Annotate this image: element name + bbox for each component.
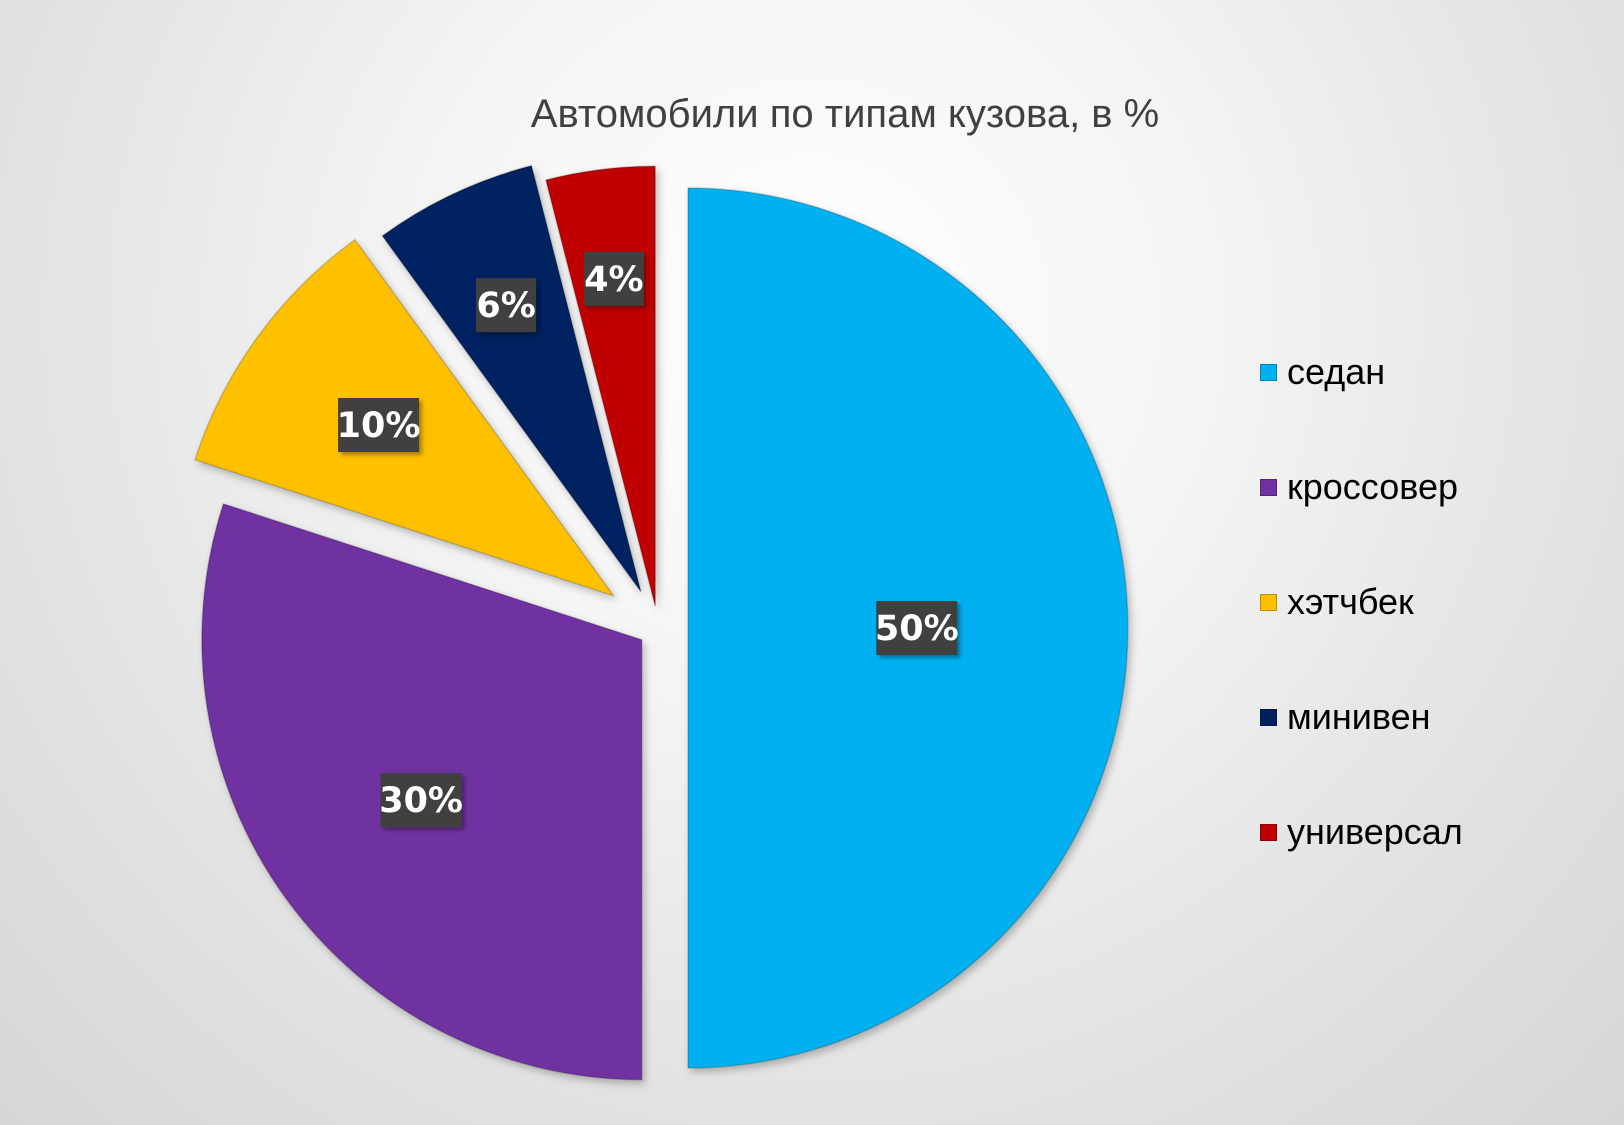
legend-swatch	[1260, 593, 1277, 611]
data-label-1: 50%	[875, 601, 959, 655]
data-label-5: 4%	[583, 251, 644, 306]
legend-item: кроссовер	[1260, 465, 1458, 509]
legend-item: седан	[1260, 350, 1385, 394]
legend-item: универсал	[1260, 810, 1463, 854]
legend-swatch	[1260, 708, 1277, 726]
data-label-box	[380, 773, 462, 828]
data-label-box	[876, 601, 958, 655]
pie-slices	[194, 164, 1129, 1081]
legend-label: хэтчбек	[1287, 581, 1414, 622]
data-label-3: 10%	[337, 397, 421, 452]
data-label-text: 50%	[875, 609, 959, 649]
data-label-box	[476, 278, 537, 333]
legend-swatch	[1260, 363, 1277, 381]
data-label-box	[583, 251, 644, 306]
legend-label: минивен	[1287, 696, 1431, 737]
legend-label: универсал	[1287, 811, 1463, 852]
data-label-box	[338, 397, 420, 452]
chart-title: Автомобили по типам кузова, в %	[530, 92, 1160, 136]
data-label-text: 6%	[476, 286, 535, 326]
legend-item: хэтчбек	[1260, 580, 1414, 624]
legend-label: седан	[1287, 351, 1386, 392]
pie-slice-4	[381, 164, 642, 593]
legend-label: кроссовер	[1287, 466, 1458, 507]
data-label-text: 10%	[337, 406, 421, 446]
data-label-text: 4%	[584, 260, 643, 300]
legend-item: минивен	[1260, 695, 1430, 739]
data-label-text: 30%	[379, 781, 463, 821]
legend-swatch	[1260, 823, 1277, 841]
pie-data-labels: 50% 30% 10% 6% 4%	[337, 251, 959, 828]
legend-swatch	[1260, 478, 1277, 496]
data-label-2: 30%	[379, 773, 463, 828]
data-label-4: 6%	[476, 278, 537, 333]
